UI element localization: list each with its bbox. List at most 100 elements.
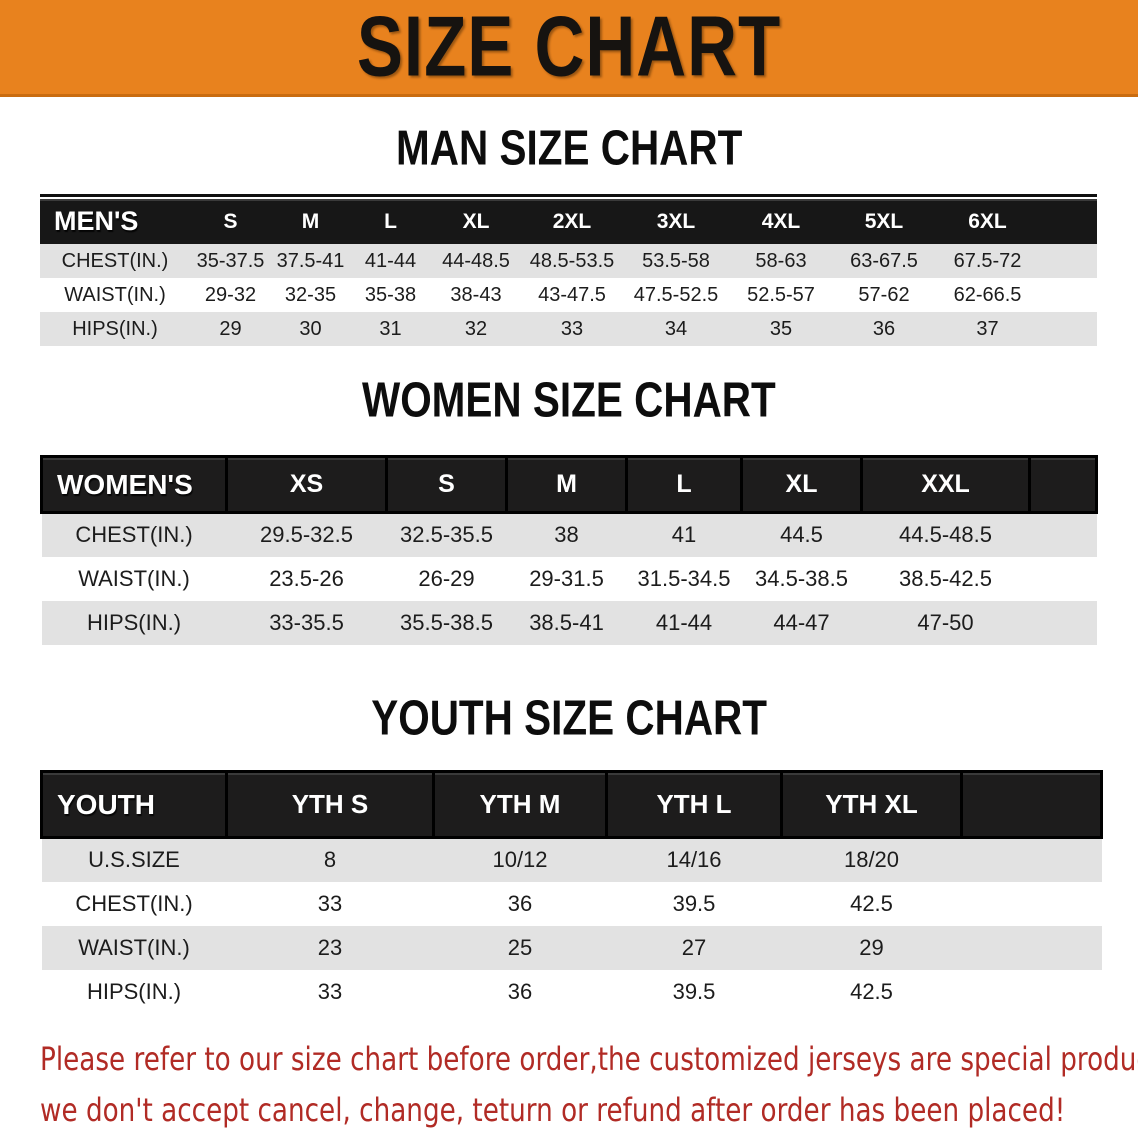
measure-value-cell: 38.5-42.5	[861, 556, 1030, 601]
table-row: U.S.SIZE 8 10/12 14/16 18/20	[41, 837, 1102, 882]
measure-label-cell: CHEST(IN.)	[40, 244, 190, 278]
size-table: YOUTH YTH S YTH M YTH L YTH XL U.S.SIZE 8 10/12…	[40, 770, 1103, 1014]
measure-value-cell: 42.5	[781, 881, 962, 926]
measure-label-cell: CHEST(IN.)	[41, 512, 227, 557]
measure-value-cell: 32.5-35.5	[386, 512, 507, 557]
row-filler-cell	[1029, 600, 1097, 645]
measure-value-cell: 23	[226, 925, 434, 970]
measure-value-cell: 38.5-41	[506, 600, 627, 645]
measure-value-cell: 44-48.5	[431, 244, 521, 278]
table-row: HIPS(IN.) 33 36 39.5 42.5	[41, 969, 1102, 1014]
measure-value-cell: 34	[623, 312, 729, 346]
header-filler-cell	[1028, 455, 1098, 514]
mens-size-table: MEN'S S M L XL 2XL 3XL 4XL 5XL 6XL CHEST(IN.) 35-37…	[40, 194, 1097, 346]
row-filler-cell	[1040, 278, 1097, 312]
size-column-header: 2XL	[521, 199, 623, 244]
measure-value-cell: 39.5	[606, 969, 782, 1014]
size-column-header: YTH L	[605, 770, 783, 839]
measure-value-cell: 29-32	[190, 278, 271, 312]
measure-value-cell: 31	[350, 312, 431, 346]
measure-label-cell: WAIST(IN.)	[40, 278, 190, 312]
measure-value-cell: 38-43	[431, 278, 521, 312]
size-column-header: 6XL	[935, 199, 1040, 244]
measure-value-cell: 35.5-38.5	[386, 600, 507, 645]
youth-size-chart-heading: YOUTH SIZE CHART	[371, 691, 767, 746]
header-filler-cell	[960, 770, 1103, 839]
measure-value-cell: 26-29	[386, 556, 507, 601]
table-row: CHEST(IN.) 29.5-32.5 32.5-35.5 38 41 44.5 44.5…	[41, 512, 1097, 557]
row-filler-cell	[1029, 512, 1097, 557]
measure-label-cell: HIPS(IN.)	[41, 969, 227, 1014]
table-row: WAIST(IN.) 23.5-26 26-29 29-31.5 31.5-34.5 34…	[41, 556, 1097, 601]
youth-size-table: YOUTH YTH S YTH M YTH L YTH XL U.S.SIZE 8 10/12…	[40, 770, 1103, 1014]
measure-label-cell: WAIST(IN.)	[41, 556, 227, 601]
row-filler-cell	[1040, 244, 1097, 278]
measure-value-cell: 43-47.5	[521, 278, 623, 312]
banner: SIZE CHART	[0, 0, 1138, 97]
measure-value-cell: 53.5-58	[623, 244, 729, 278]
size-column-header: 5XL	[833, 199, 935, 244]
table-row: CHEST(IN.) 33 36 39.5 42.5	[41, 881, 1102, 926]
measure-value-cell: 41-44	[350, 244, 431, 278]
size-column-header: L	[350, 199, 431, 244]
measure-value-cell: 33	[226, 881, 434, 926]
row-filler-cell	[1029, 556, 1097, 601]
measure-value-cell: 36	[433, 969, 607, 1014]
measure-value-cell: 25	[433, 925, 607, 970]
size-column-header: M	[271, 199, 350, 244]
measure-value-cell: 41	[626, 512, 742, 557]
table-row: HIPS(IN.) 29 30 31 32 33 34 35 36 37	[40, 312, 1097, 346]
measure-value-cell: 62-66.5	[935, 278, 1040, 312]
table-header-row: MEN'S S M L XL 2XL 3XL 4XL 5XL 6XL	[40, 199, 1097, 244]
measure-label-cell: WAIST(IN.)	[41, 925, 227, 970]
measure-label-cell: CHEST(IN.)	[41, 881, 227, 926]
measure-value-cell: 29.5-32.5	[226, 512, 387, 557]
measure-value-cell: 36	[833, 312, 935, 346]
measure-value-cell: 35-37.5	[190, 244, 271, 278]
size-column-header: 3XL	[623, 199, 729, 244]
measure-value-cell: 18/20	[781, 837, 962, 882]
size-column-header: L	[625, 455, 743, 514]
measure-value-cell: 29	[781, 925, 962, 970]
size-column-header: 4XL	[729, 199, 833, 244]
size-column-header: S	[190, 199, 271, 244]
measure-value-cell: 44-47	[741, 600, 862, 645]
measure-value-cell: 67.5-72	[935, 244, 1040, 278]
size-column-header: YTH XL	[780, 770, 963, 839]
measure-value-cell: 32	[431, 312, 521, 346]
row-filler-cell	[1040, 312, 1097, 346]
measure-value-cell: 52.5-57	[729, 278, 833, 312]
table-header-label: MEN'S	[40, 199, 190, 244]
measure-value-cell: 38	[506, 512, 627, 557]
measure-value-cell: 48.5-53.5	[521, 244, 623, 278]
measure-value-cell: 27	[606, 925, 782, 970]
measure-value-cell: 37	[935, 312, 1040, 346]
measure-value-cell: 36	[433, 881, 607, 926]
measure-value-cell: 29-31.5	[506, 556, 627, 601]
measure-value-cell: 23.5-26	[226, 556, 387, 601]
measure-value-cell: 39.5	[606, 881, 782, 926]
measure-value-cell: 37.5-41	[271, 244, 350, 278]
size-column-header: YTH M	[432, 770, 608, 839]
measure-value-cell: 35-38	[350, 278, 431, 312]
order-policy-note: Please refer to our size chart before or…	[40, 1034, 1138, 1132]
row-filler-cell	[961, 881, 1102, 926]
measure-value-cell: 8	[226, 837, 434, 882]
measure-value-cell: 10/12	[433, 837, 607, 882]
measure-value-cell: 35	[729, 312, 833, 346]
measure-value-cell: 58-63	[729, 244, 833, 278]
table-row: HIPS(IN.) 33-35.5 35.5-38.5 38.5-41 41-44 44-…	[41, 600, 1097, 645]
size-column-header: XL	[431, 199, 521, 244]
size-table: WOMEN'S XS S M L XL XXL CHEST(IN.) 29.5-32.5 32.5…	[40, 455, 1098, 645]
size-column-header: S	[385, 455, 508, 514]
size-column-header: M	[505, 455, 628, 514]
measure-value-cell: 33-35.5	[226, 600, 387, 645]
measure-value-cell: 42.5	[781, 969, 962, 1014]
measure-value-cell: 63-67.5	[833, 244, 935, 278]
measure-value-cell: 47-50	[861, 600, 1030, 645]
measure-label-cell: HIPS(IN.)	[41, 600, 227, 645]
measure-value-cell: 31.5-34.5	[626, 556, 742, 601]
table-row: CHEST(IN.) 35-37.5 37.5-41 41-44 44-48.5 48.5…	[40, 244, 1097, 278]
measure-value-cell: 34.5-38.5	[741, 556, 862, 601]
